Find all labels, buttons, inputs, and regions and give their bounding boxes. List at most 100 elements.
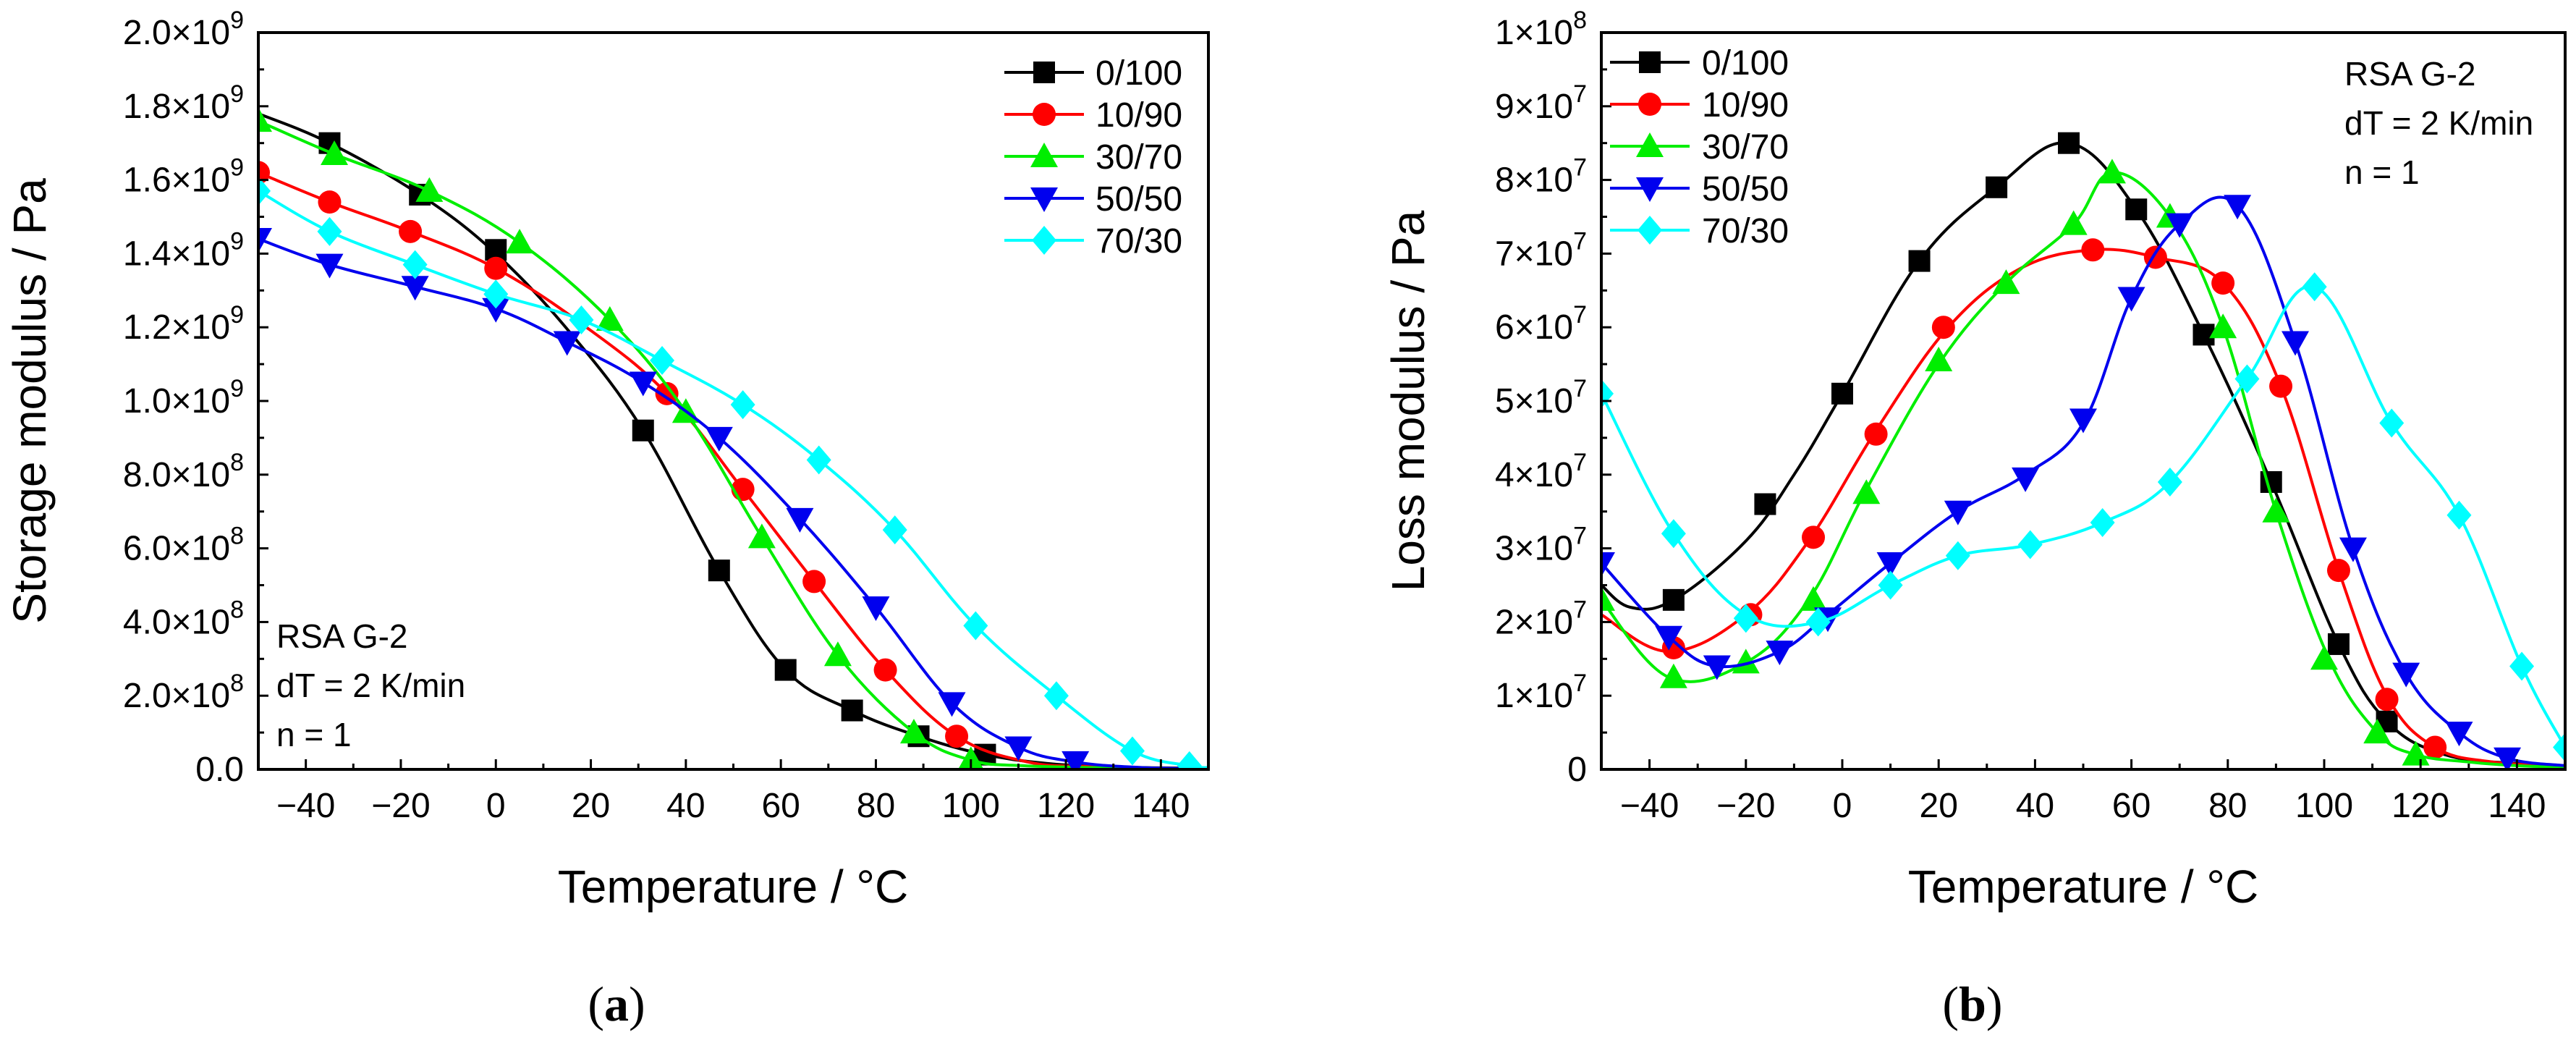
data-point (2192, 324, 2215, 346)
data-point (1800, 586, 1828, 611)
data-point (1601, 552, 1615, 577)
data-point (2117, 287, 2145, 312)
data-point (2302, 272, 2327, 302)
annotation-line: n = 1 (276, 716, 352, 753)
data-point (484, 256, 508, 280)
chart-panel-a: −40 −20 0 20 40 60 80 100 120 140 0.0 2.0×108 4.0×10… (4, 7, 1210, 1031)
data-point (632, 419, 654, 442)
data-point (938, 692, 966, 717)
y-axis-title-a: Storage modulus / Pa (4, 178, 56, 624)
data-point (1601, 586, 1615, 611)
data-point (1802, 525, 1826, 549)
data-point (317, 216, 342, 246)
y-tick-label: 0.0 (195, 751, 244, 789)
data-point (655, 381, 679, 405)
data-point (2445, 722, 2473, 747)
data-point (1876, 552, 1905, 577)
series-line (1601, 195, 2565, 767)
series-group (258, 107, 1208, 769)
data-point (2234, 364, 2260, 394)
data-point (2326, 559, 2350, 583)
data-point (2392, 662, 2420, 688)
plot-area-a (258, 107, 1208, 769)
y-tick-label: 8×107 (1495, 154, 1587, 200)
series-30-70 (1601, 159, 2565, 769)
data-point (415, 177, 444, 202)
x-tick-label: 0 (1833, 787, 1852, 825)
data-point (629, 371, 657, 397)
x-tick-label: −20 (1716, 787, 1775, 825)
plot-area-b (1601, 132, 2565, 769)
data-point (1831, 382, 1853, 405)
y-tick-label: 1.0×109 (123, 375, 244, 421)
data-point (2125, 198, 2148, 221)
data-point (1754, 493, 1776, 515)
data-point (2209, 313, 2237, 339)
data-point (802, 570, 826, 594)
x-axis-title-a: Temperature / °C (558, 861, 908, 913)
y-tick-label: 1.2×109 (123, 301, 244, 347)
y-tick-label: 9×107 (1495, 80, 1587, 126)
data-point (2211, 271, 2235, 295)
data-point (569, 305, 594, 335)
x-tick-label: 60 (2112, 787, 2151, 825)
data-point (258, 107, 272, 132)
x-tick-label: 20 (1920, 787, 1958, 825)
data-point (402, 250, 428, 279)
legend-label: 10/90 (1702, 86, 1789, 124)
series-70-30 (258, 176, 1208, 769)
legend-marker (1636, 177, 1664, 202)
legend-label: 70/30 (1702, 212, 1789, 250)
data-point (2224, 195, 2252, 220)
data-point (1732, 649, 1760, 674)
data-point (1062, 751, 1090, 769)
series-line (1601, 171, 2565, 769)
series-50-50 (1601, 195, 2565, 769)
annotation-line: dT = 2 K/min (2344, 104, 2533, 142)
chart-panel-b: −40 −20 0 20 40 60 80 100 120 140 0 1×107 2×107 3×107… (1382, 7, 2567, 1031)
series-line (258, 237, 1208, 769)
data-point (1703, 655, 1731, 680)
legend-marker (1030, 143, 1058, 167)
data-point (823, 641, 852, 667)
legend-item: 70/30 (1004, 222, 1182, 261)
data-point (1043, 681, 1069, 711)
data-point (2494, 747, 2522, 769)
x-tick-label: 140 (1132, 787, 1190, 825)
y-tick-label: 7×107 (1495, 227, 1587, 273)
data-point (705, 426, 733, 452)
caption-a: (a) (588, 976, 645, 1031)
series-70-30 (1601, 272, 2565, 762)
data-point (1852, 479, 1881, 504)
data-point (2310, 645, 2338, 670)
legend-marker (1637, 216, 1662, 245)
data-point (2423, 735, 2447, 759)
data-point (786, 507, 814, 533)
data-point (2058, 132, 2080, 154)
y-tick-label: 1.6×109 (123, 154, 244, 200)
legend-label: 0/100 (1096, 54, 1182, 93)
caption-b: (b) (1942, 976, 2002, 1031)
data-point (258, 176, 271, 206)
data-point (2446, 500, 2472, 530)
data-point (1931, 316, 1955, 339)
data-point (1661, 519, 1686, 549)
legend-label: 10/90 (1096, 96, 1182, 135)
data-point (482, 297, 510, 323)
data-point (1004, 736, 1033, 761)
data-point (899, 719, 928, 744)
series-line (258, 190, 1208, 769)
annotation-line: RSA G-2 (2344, 55, 2476, 93)
data-point (1805, 607, 1831, 637)
y-tick-label: 1.8×109 (123, 80, 244, 126)
data-point (2262, 497, 2290, 523)
data-point (506, 229, 534, 254)
y-tick-label: 4.0×108 (123, 596, 244, 641)
data-point (1925, 347, 1953, 372)
x-tick-label: −40 (276, 787, 335, 825)
data-point (1733, 604, 1758, 633)
data-point (1944, 500, 1972, 525)
x-tick-label: 100 (942, 787, 1000, 825)
